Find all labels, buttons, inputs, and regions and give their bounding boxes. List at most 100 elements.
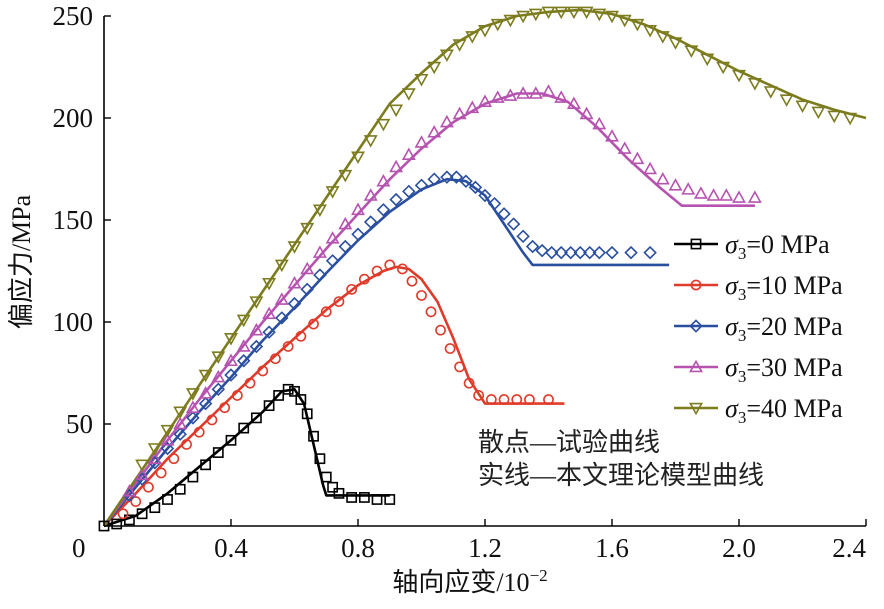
experiment-point-series-4 bbox=[681, 182, 696, 195]
experiment-point-series-2 bbox=[270, 353, 281, 365]
experiment-point-series-2 bbox=[425, 306, 437, 318]
x-tick-label: 2.4 bbox=[832, 533, 866, 563]
experiment-point-series-1 bbox=[238, 422, 250, 434]
experiment-point-series-4 bbox=[655, 171, 670, 185]
experiment-point-series-4 bbox=[135, 467, 150, 481]
experiment-point-series-1 bbox=[301, 408, 313, 420]
experiment-point-series-4 bbox=[173, 416, 188, 430]
experiment-point-series-5 bbox=[452, 39, 467, 52]
experiment-point-series-3 bbox=[427, 172, 441, 186]
x-tick-label: 0 bbox=[72, 533, 86, 563]
experiment-point-series-5 bbox=[401, 88, 416, 101]
experiment-point-series-4 bbox=[706, 188, 721, 201]
experiment-point-series-5 bbox=[389, 104, 404, 118]
experiment-point-series-1 bbox=[136, 508, 148, 520]
experiment-point-series-3 bbox=[186, 411, 200, 425]
experiment-point-series-1 bbox=[187, 471, 199, 483]
experiment-point-series-5 bbox=[684, 45, 699, 58]
experiment-point-series-2 bbox=[498, 394, 510, 405]
experiment-point-series-4 bbox=[351, 202, 365, 216]
experiment-point-series-3 bbox=[478, 188, 492, 203]
experiment-point-series-3 bbox=[643, 245, 657, 260]
experiment-point-series-1 bbox=[200, 459, 211, 471]
experiment-point-series-3 bbox=[351, 227, 365, 242]
experiment-point-series-4 bbox=[643, 161, 658, 175]
experiment-point-series-3 bbox=[535, 243, 549, 258]
experiment-point-series-5 bbox=[427, 61, 442, 75]
experiment-point-series-3 bbox=[563, 245, 578, 260]
experiment-point-series-4 bbox=[747, 190, 762, 203]
x-tick-label: 0.8 bbox=[341, 533, 375, 563]
experiment-point-series-1 bbox=[384, 494, 396, 505]
experiment-point-series-2 bbox=[231, 390, 243, 401]
experiment-point-series-3 bbox=[376, 203, 391, 217]
x-tick-label: 0.4 bbox=[214, 533, 248, 563]
experiment-point-series-5 bbox=[363, 135, 378, 148]
experiment-point-series-5 bbox=[173, 406, 188, 420]
experiment-point-series-2 bbox=[463, 377, 475, 389]
experiment-point-series-5 bbox=[490, 18, 505, 32]
x-tick-label: 1.6 bbox=[595, 533, 629, 563]
experiment-point-series-1 bbox=[273, 390, 285, 401]
y-tick-label: 100 bbox=[53, 307, 94, 337]
experiment-point-series-2 bbox=[181, 438, 192, 450]
experiment-point-series-2 bbox=[333, 296, 345, 307]
experiment-point-series-4 bbox=[566, 96, 581, 109]
experiment-point-series-2 bbox=[444, 343, 456, 354]
experiment-point-series-4 bbox=[490, 90, 505, 103]
experiment-point-series-5 bbox=[198, 369, 213, 383]
experiment-point-series-1 bbox=[333, 487, 345, 499]
experiment-point-series-3 bbox=[287, 296, 302, 311]
model-line-series-1 bbox=[103, 387, 390, 528]
experiment-point-series-2 bbox=[244, 377, 256, 389]
experiment-point-series-3 bbox=[198, 396, 213, 411]
experiment-point-series-3 bbox=[506, 217, 521, 231]
experiment-point-series-5 bbox=[236, 314, 251, 328]
experiment-point-series-4 bbox=[389, 159, 404, 173]
axes: 0 0.4 0.8 1.2 1.6 2.0 2.4 50 100 150 200 250 bbox=[53, 1, 867, 563]
experiment-point-series-1 bbox=[174, 483, 186, 495]
experiment-point-series-3 bbox=[573, 245, 587, 260]
experiment-point-series-2 bbox=[416, 290, 427, 301]
experiment-point-series-4 bbox=[732, 190, 746, 203]
experiment-point-series-2 bbox=[346, 283, 358, 295]
experiment-point-series-3 bbox=[449, 170, 464, 184]
experiment-point-series-1 bbox=[371, 494, 383, 505]
experiment-point-series-1 bbox=[346, 492, 358, 503]
experiment-point-series-5 bbox=[274, 259, 289, 273]
experiment-point-series-5 bbox=[592, 8, 607, 22]
experiment-point-series-4 bbox=[579, 106, 594, 120]
experiment-point-series-3 bbox=[525, 239, 540, 254]
experiment-point-series-1 bbox=[162, 494, 173, 505]
experiment-point-series-1 bbox=[212, 447, 224, 458]
experiment-point-series-1 bbox=[295, 394, 307, 405]
experiment-point-series-3 bbox=[605, 245, 619, 260]
experiment-point-series-3 bbox=[624, 245, 638, 260]
experiment-point-series-2 bbox=[524, 394, 535, 405]
experiment-point-series-2 bbox=[384, 259, 396, 271]
experiment-point-series-5 bbox=[516, 10, 531, 24]
experiment-point-series-5 bbox=[655, 31, 670, 44]
x-tick-label: 2.0 bbox=[722, 533, 756, 563]
experiment-point-series-5 bbox=[325, 186, 340, 199]
experiment-point-series-4 bbox=[452, 106, 467, 120]
experiment-point-series-4 bbox=[693, 186, 708, 199]
experiment-point-series-3 bbox=[497, 207, 511, 221]
experiment-point-series-5 bbox=[732, 69, 746, 83]
experiment-point-series-4 bbox=[401, 147, 416, 160]
x-axis-title-exponent: −2 bbox=[530, 566, 548, 585]
experiment-point-series-5 bbox=[716, 61, 731, 75]
x-axis-title-main: 轴向应变/10 bbox=[392, 568, 529, 597]
experiment-point-series-3 bbox=[583, 245, 597, 260]
experiment-point-series-3 bbox=[224, 368, 238, 382]
experiment-point-series-5 bbox=[579, 6, 594, 20]
experiment-point-series-3 bbox=[554, 245, 568, 260]
experiment-point-series-2 bbox=[371, 265, 383, 277]
experiment-point-series-3 bbox=[440, 170, 454, 184]
experiment-point-series-4 bbox=[224, 353, 238, 367]
experiment-point-series-2 bbox=[257, 365, 269, 377]
experiment-point-series-5 bbox=[211, 351, 226, 364]
experiment-point-series-5 bbox=[617, 14, 632, 28]
experiment-point-series-4 bbox=[528, 86, 543, 99]
